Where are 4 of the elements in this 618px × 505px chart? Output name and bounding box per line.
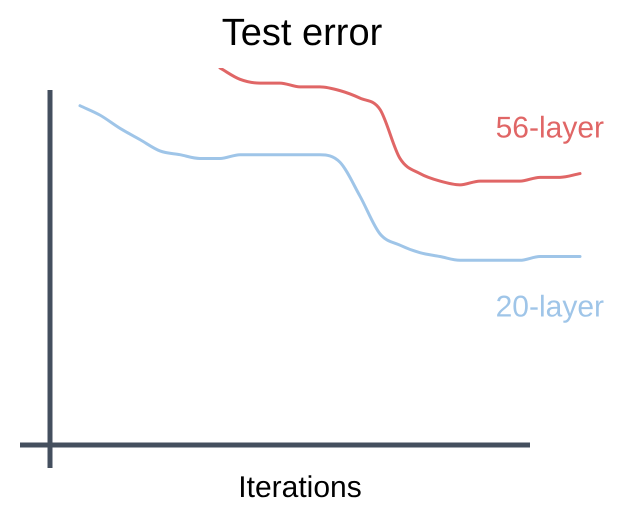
series-label: 20-layer [496, 290, 604, 324]
x-axis-title: Iterations [238, 471, 362, 504]
series-label: 56-layer [496, 112, 604, 145]
chart-title: Test error [222, 12, 383, 54]
